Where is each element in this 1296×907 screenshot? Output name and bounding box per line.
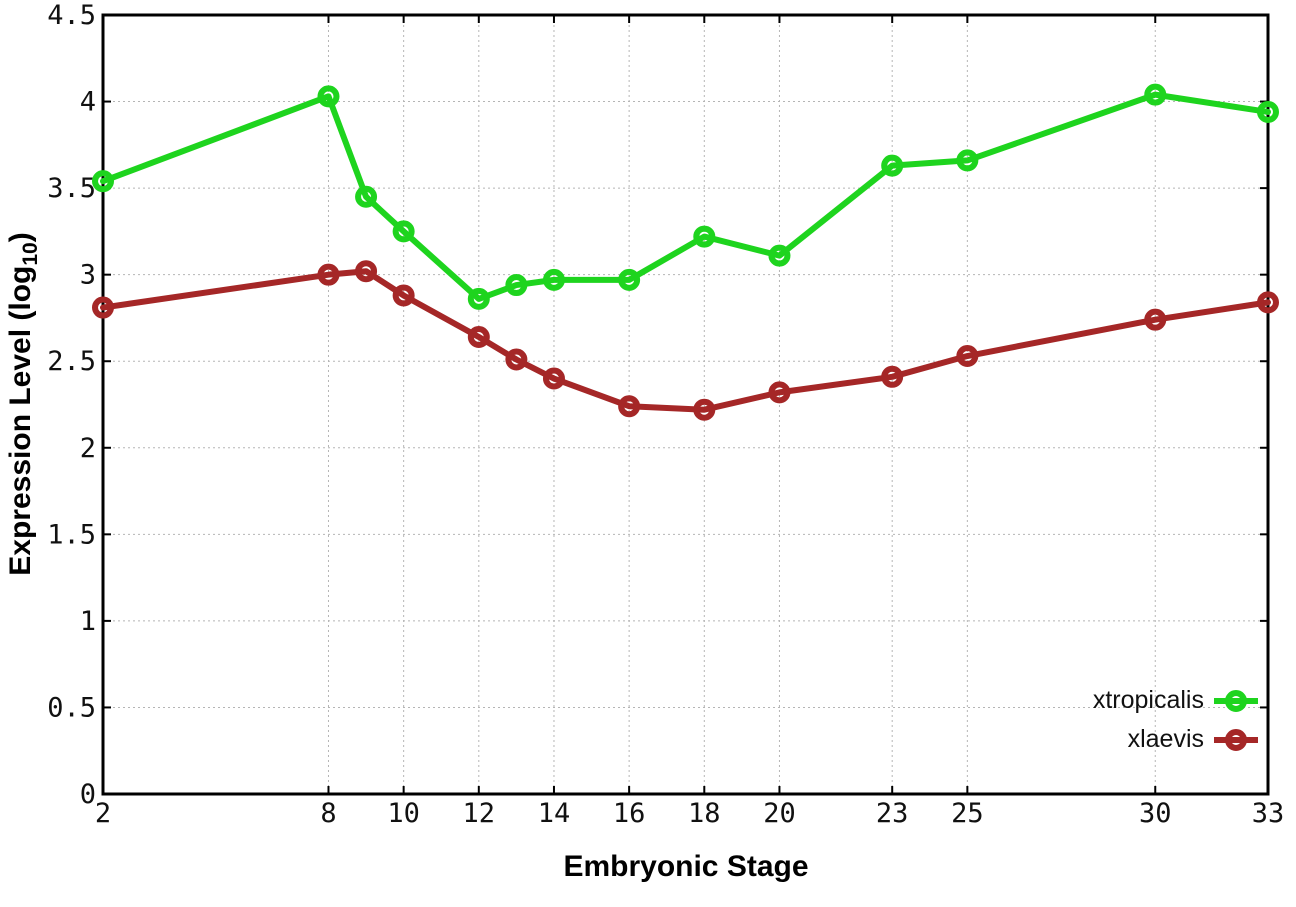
data-point-xtropicalis — [1144, 83, 1167, 106]
y-axis-title-subscript: 10 — [19, 242, 42, 265]
legend: xtropicalis xlaevis — [1093, 681, 1258, 759]
data-point-xtropicalis — [618, 268, 641, 291]
data-point-xlaevis — [317, 263, 340, 286]
x-tick-label: 16 — [613, 798, 646, 829]
y-tick-label: 0 — [80, 779, 96, 810]
y-tick-label: 3.5 — [47, 173, 96, 204]
y-axis-title-text: Expression Level (log — [4, 266, 37, 576]
data-point-xtropicalis — [768, 244, 791, 267]
y-tick-label: 2.5 — [47, 346, 96, 377]
data-point-xtropicalis — [467, 287, 490, 310]
data-point-xlaevis — [881, 365, 904, 388]
x-tick-label: 14 — [538, 798, 571, 829]
y-tick-label: 1.5 — [47, 519, 96, 550]
data-point-xlaevis — [768, 381, 791, 404]
data-point-xtropicalis — [542, 268, 565, 291]
x-tick-label: 23 — [876, 798, 909, 829]
data-point-xlaevis — [693, 398, 716, 421]
x-tick-label: 20 — [763, 798, 796, 829]
data-point-xtropicalis — [317, 85, 340, 108]
x-tick-label: 2 — [95, 798, 111, 829]
x-axis-title: Embryonic Stage — [563, 850, 808, 883]
data-point-xlaevis — [467, 325, 490, 348]
y-tick-label: 4 — [80, 87, 96, 118]
data-point-xtropicalis — [505, 274, 528, 297]
series-line-xtropicalis — [100, 91, 1271, 302]
data-point-xlaevis — [618, 395, 641, 418]
data-point-xtropicalis — [392, 220, 415, 243]
y-axis-title: Expression Level (log10) — [4, 232, 42, 575]
data-point-xlaevis — [1144, 308, 1167, 331]
y-tick-label: 0.5 — [47, 692, 96, 723]
x-tick-label: 33 — [1252, 798, 1285, 829]
legend-row-xtropicalis: xtropicalis — [1093, 681, 1258, 720]
data-point-xlaevis — [92, 296, 114, 319]
y-tick-label: 2 — [80, 433, 96, 464]
legend-label-xlaevis: xlaevis — [1127, 725, 1204, 753]
x-tick-label: 30 — [1139, 798, 1172, 829]
legend-row-xlaevis: xlaevis — [1093, 720, 1258, 759]
data-point-xtropicalis — [693, 225, 716, 248]
data-point-xlaevis — [542, 367, 565, 390]
x-tick-label: 25 — [951, 798, 984, 829]
x-tick-label: 12 — [463, 798, 496, 829]
y-tick-label: 4.5 — [47, 0, 96, 31]
y-tick-label: 1 — [80, 606, 96, 637]
data-point-xtropicalis — [1257, 100, 1279, 123]
legend-label-xtropicalis: xtropicalis — [1092, 686, 1204, 714]
data-point-xlaevis — [1257, 291, 1279, 314]
series-line-xlaevis — [100, 268, 1271, 413]
x-tick-label: 10 — [387, 798, 420, 829]
chart-generated-over — [92, 83, 1279, 421]
data-point-xlaevis — [392, 284, 415, 307]
x-tick-label: 8 — [320, 798, 336, 829]
data-point-xtropicalis — [881, 154, 904, 177]
plot-border — [101, 13, 1270, 796]
data-point-xlaevis — [505, 348, 528, 371]
x-tick-label: 18 — [688, 798, 721, 829]
data-point-xtropicalis — [956, 149, 979, 172]
legend-sample-line-icon — [1214, 728, 1258, 751]
data-point-xlaevis — [355, 260, 378, 283]
chart-generated-under: 2 8 10 12 14 16 18 20 23 25 30 33 0 0.5 1 1.5 2 2.5 3 3.5 4 4… — [47, 0, 1284, 829]
legend-sample-line-icon — [1214, 689, 1258, 712]
data-point-xtropicalis — [355, 185, 378, 208]
data-point-xlaevis — [956, 345, 979, 368]
y-axis-title-close: ) — [4, 232, 37, 242]
y-tick-label: 3 — [80, 260, 96, 291]
data-point-xtropicalis — [92, 170, 114, 193]
